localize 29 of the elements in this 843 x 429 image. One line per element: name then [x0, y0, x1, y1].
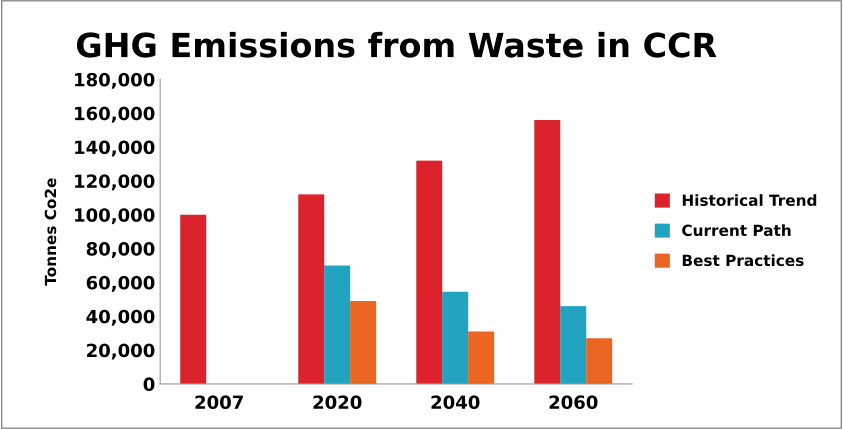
bar: [416, 160, 442, 384]
bar: [324, 266, 350, 384]
bar: [468, 332, 494, 384]
legend-label: Current Path: [682, 224, 791, 236]
legend-label: Historical Trend: [682, 194, 816, 206]
y-tick-label: 0: [144, 377, 154, 392]
y-tick-label: 60,000: [86, 276, 154, 292]
legend-label: Best Practices: [682, 254, 804, 266]
y-tick-label: 140,000: [75, 140, 154, 156]
bar: [298, 194, 324, 384]
y-tick-label: 20,000: [87, 344, 154, 360]
bar: [534, 120, 560, 384]
x-tick-label: 2060: [550, 395, 598, 410]
y-tick-label: 80,000: [86, 242, 154, 258]
chart-title: GHG Emissions from Waste in CCR: [76, 32, 716, 58]
y-tick-label: 180,000: [75, 72, 154, 89]
bar: [350, 301, 376, 384]
y-tick-label: 120,000: [75, 174, 154, 190]
y-tick-label: 160,000: [75, 106, 154, 123]
bar: [180, 214, 206, 384]
x-tick-label: 2040: [432, 395, 480, 410]
y-tick-label: 100,000: [75, 208, 154, 224]
y-axis-title: Tonnes Co2e: [44, 178, 56, 286]
y-tick-label: 40,000: [86, 310, 154, 326]
bar: [560, 306, 586, 384]
x-tick-label: 2020: [314, 395, 362, 410]
bar: [586, 338, 612, 384]
x-tick-label: 2007: [195, 395, 243, 410]
bar: [442, 292, 468, 384]
